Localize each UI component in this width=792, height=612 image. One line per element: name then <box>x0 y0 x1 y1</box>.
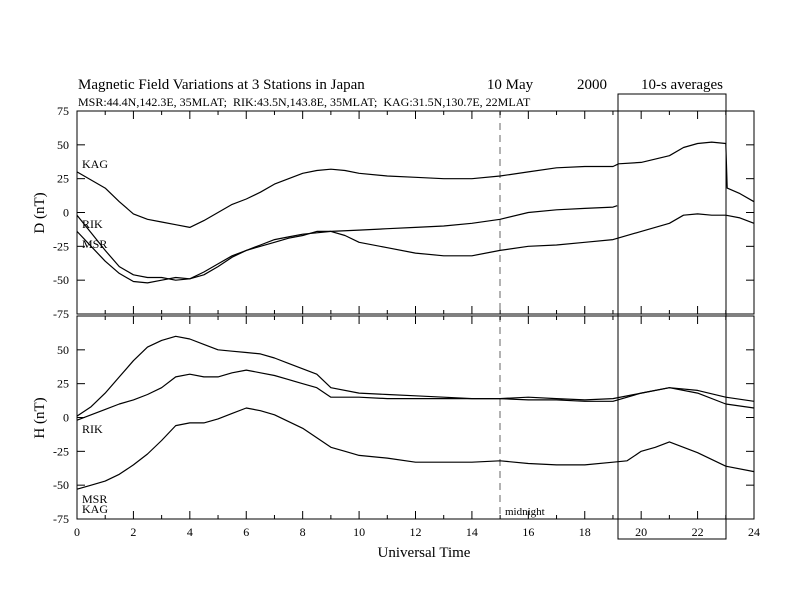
d-label-kag: KAG <box>82 157 108 171</box>
d-ytick-label: -50 <box>53 273 69 287</box>
d-ytick-label: -25 <box>53 239 69 253</box>
h-ytick-label: -50 <box>53 478 69 492</box>
d-ytick-label: 0 <box>63 206 69 220</box>
h-ytick-label: -75 <box>53 512 69 526</box>
xtick-label: 0 <box>74 525 80 539</box>
h-ytick-label: -25 <box>53 444 69 458</box>
d-ytick-label: 50 <box>57 138 69 152</box>
h-series-rik <box>76 369 755 421</box>
xtick-label: 10 <box>353 525 365 539</box>
xtick-label: 16 <box>522 525 534 539</box>
midnight-label: midnight <box>505 506 545 518</box>
h-panel-frame <box>76 315 755 520</box>
xtick-label: 2 <box>130 525 136 539</box>
xtick-label: 14 <box>466 525 478 539</box>
xtick-label: 12 <box>410 525 422 539</box>
xtick-label: 18 <box>579 525 591 539</box>
chart-date: 10 May <box>487 77 534 93</box>
h-ytick-label: 50 <box>57 343 69 357</box>
h-ytick-label: 25 <box>57 377 69 391</box>
chart-title: Magnetic Field Variations at 3 Stations … <box>78 77 365 93</box>
h-axis-label: H (nT) <box>32 397 48 438</box>
d-panel-frame <box>76 110 755 315</box>
d-ytick-label: -75 <box>53 307 69 321</box>
xtick-label: 8 <box>300 525 306 539</box>
d-series-msr <box>76 213 755 284</box>
x-axis-label: Universal Time <box>378 545 471 561</box>
d-ytick-label: 25 <box>57 172 69 186</box>
d-axis-label: D (nT) <box>32 192 48 233</box>
xtick-label: 22 <box>692 525 704 539</box>
xtick-label: 20 <box>635 525 647 539</box>
h-label-kag: KAG <box>82 502 108 516</box>
chart-year: 2000 <box>577 77 607 93</box>
d-ytick-label: 75 <box>57 104 69 118</box>
h-series-kag <box>76 335 755 417</box>
h-ytick-label: 0 <box>63 411 69 425</box>
chart-averaging: 10-s averages <box>641 77 723 93</box>
d-label-msr: MSR <box>82 237 107 251</box>
d-series-kag <box>76 141 755 228</box>
xtick-label: 6 <box>243 525 249 539</box>
data-series <box>76 141 755 490</box>
d-label-rik: RIK <box>82 217 103 231</box>
h-series-msr <box>76 407 755 490</box>
d-series-rik <box>76 205 618 281</box>
h-label-msr: MSR <box>82 492 107 506</box>
station-coordinates: MSR:44.4N,142.3E, 35MLAT; RIK:43.5N,143.… <box>78 95 531 109</box>
xtick-label: 24 <box>748 525 760 539</box>
h-label-rik: RIK <box>82 422 103 436</box>
xtick-label: 4 <box>187 525 193 539</box>
